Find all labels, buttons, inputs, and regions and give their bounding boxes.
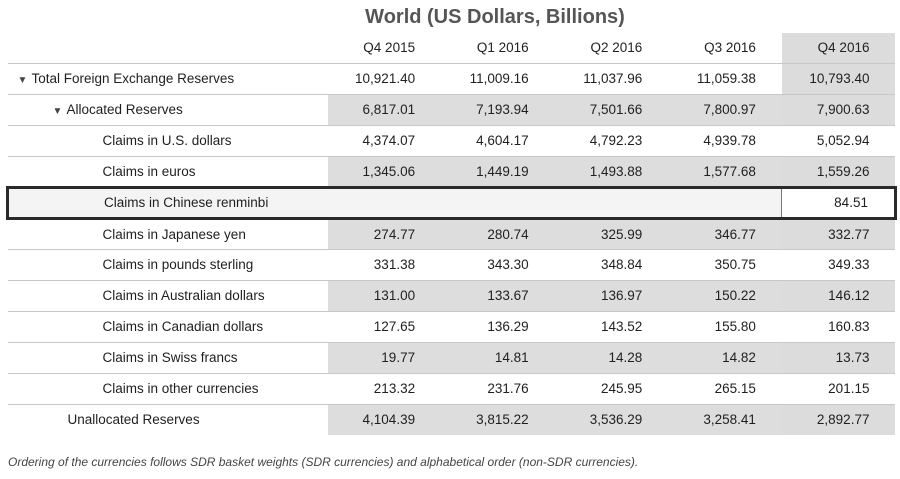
table-row: Claims in Australian dollars 131.00 133.… bbox=[7, 279, 896, 311]
table-cell: 325.99 bbox=[554, 218, 669, 249]
row-label: Claims in euros bbox=[7, 155, 328, 187]
row-label: Claims in Swiss francs bbox=[7, 341, 328, 373]
table-cell: 4,374.07 bbox=[327, 124, 442, 156]
row-label: Claims in Chinese renminbi bbox=[6, 185, 328, 220]
table-cell: 14.81 bbox=[441, 341, 555, 373]
table-cell: 11,059.38 bbox=[668, 62, 782, 94]
table-cell: 231.76 bbox=[441, 372, 555, 404]
table-row: Claims in U.S. dollars 4,374.07 4,604.17… bbox=[7, 124, 896, 156]
table-cell: 150.22 bbox=[668, 279, 782, 311]
row-label: Claims in U.S. dollars bbox=[7, 124, 328, 156]
table-cell: 160.83 bbox=[781, 310, 896, 342]
header-row: Q4 2015 Q1 2016 Q2 2016 Q3 2016 Q4 2016 bbox=[8, 33, 896, 63]
table-cell bbox=[441, 185, 555, 220]
table-cell: 1,493.88 bbox=[554, 155, 669, 187]
table-cell: 3,815.22 bbox=[441, 403, 555, 435]
column-header: Q1 2016 bbox=[476, 40, 529, 56]
table-cell: 349.33 bbox=[781, 248, 896, 280]
table-row: ▼ Total Foreign Exchange Reserves 10,921.… bbox=[7, 62, 896, 94]
row-label: Claims in Japanese yen bbox=[102, 226, 246, 242]
table-cell: 343.30 bbox=[441, 248, 555, 280]
table-cell: 348.84 bbox=[554, 248, 669, 280]
table-cell: 1,345.06 bbox=[327, 155, 442, 187]
table-cell: 19.77 bbox=[327, 341, 442, 373]
table-cell: 136.97 bbox=[554, 279, 669, 311]
table-cell bbox=[327, 185, 442, 220]
table-cell: 7,900.63 bbox=[781, 93, 896, 125]
column-header: Q4 2016 bbox=[781, 33, 896, 63]
table-cell: 4,792.23 bbox=[554, 124, 669, 156]
table-cell: 4,939.78 bbox=[668, 124, 782, 156]
table-row: Claims in Swiss francs 19.77 14.81 14.28… bbox=[7, 341, 896, 373]
table-cell: 213.32 bbox=[327, 372, 442, 404]
table-cell: 143.52 bbox=[554, 310, 669, 342]
table-cell: 2,892.77 bbox=[781, 403, 896, 435]
table-cell: 14.28 bbox=[554, 341, 669, 373]
table-cell: 146.12 bbox=[781, 279, 896, 311]
table-row: Claims in pounds sterling 331.38 343.30 … bbox=[7, 248, 896, 280]
table-cell: 13.73 bbox=[781, 341, 896, 373]
table-cell: 7,193.94 bbox=[441, 93, 555, 125]
row-label[interactable]: ▼ Allocated Reserves bbox=[7, 93, 328, 125]
table-cell: 274.77 bbox=[327, 218, 442, 249]
table-cell: 280.74 bbox=[441, 218, 555, 249]
table-cell: 11,037.96 bbox=[554, 62, 669, 94]
chevron-down-icon[interactable]: ▼ bbox=[52, 106, 63, 117]
header-label-cell bbox=[8, 33, 328, 63]
row-label: Claims in Australian dollars bbox=[7, 279, 328, 311]
table-cell: 7,501.66 bbox=[554, 93, 669, 125]
row-label: Claims in other currencies bbox=[7, 372, 328, 404]
table-row: ▼ Allocated Reserves 6,817.01 7,193.94 7,… bbox=[7, 93, 896, 125]
table-row: Unallocated Reserves 4,104.39 3,815.22 3… bbox=[7, 403, 896, 435]
table-cell: 7,800.97 bbox=[668, 93, 782, 125]
table-cell: 133.67 bbox=[441, 279, 555, 311]
table-row: Claims in euros 1,345.06 1,449.19 1,493.… bbox=[7, 155, 896, 187]
table-cell: 127.65 bbox=[327, 310, 442, 342]
table-cell: 350.75 bbox=[668, 248, 782, 280]
row-label: Claims in Canadian dollars bbox=[7, 310, 328, 342]
table-cell: 6,817.01 bbox=[327, 93, 442, 125]
table-cell: 4,604.17 bbox=[441, 124, 555, 156]
table-cell bbox=[554, 185, 669, 220]
table-cell: 136.29 bbox=[441, 310, 555, 342]
table-cell: 10,793.40 bbox=[781, 62, 896, 94]
reserves-table: Q4 2015 Q1 2016 Q2 2016 Q3 2016 Q4 2016 … bbox=[6, 33, 897, 435]
footnote: Ordering of the currencies follows SDR b… bbox=[8, 455, 639, 469]
table-cell: 1,449.19 bbox=[441, 155, 555, 187]
chevron-down-icon[interactable]: ▼ bbox=[17, 75, 28, 86]
table-cell: 155.80 bbox=[668, 310, 782, 342]
table-cell: 346.77 bbox=[668, 218, 782, 249]
table-cell bbox=[668, 185, 782, 220]
table-cell: 1,577.68 bbox=[668, 155, 782, 187]
table-cell: 84.51 bbox=[781, 185, 897, 220]
row-label: Claims in pounds sterling bbox=[7, 248, 328, 280]
table-cell: 131.00 bbox=[327, 279, 442, 311]
table-cell: 332.77 bbox=[781, 218, 896, 249]
table-cell: 245.95 bbox=[554, 372, 669, 404]
table-cell: 1,559.26 bbox=[781, 155, 896, 187]
table-row-highlighted: Claims in Chinese renminbi 84.51 bbox=[6, 185, 897, 220]
table-row: Claims in Japanese yen 274.77 280.74 325… bbox=[8, 218, 896, 249]
table-cell: 201.15 bbox=[781, 372, 896, 404]
column-header: Q2 2016 bbox=[590, 40, 643, 56]
table-cell: 3,536.29 bbox=[554, 403, 669, 435]
column-header: Q3 2016 bbox=[704, 40, 756, 56]
table-cell: 11,009.16 bbox=[441, 62, 555, 94]
table-cell: 10,921.40 bbox=[327, 62, 442, 94]
table-row: Claims in Canadian dollars 127.65 136.29… bbox=[7, 310, 896, 342]
column-header: Q4 2015 bbox=[363, 40, 416, 56]
row-label[interactable]: ▼ Total Foreign Exchange Reserves bbox=[7, 62, 328, 94]
table-cell: 4,104.39 bbox=[327, 403, 442, 435]
table-cell: 14.82 bbox=[668, 341, 782, 373]
table-row: Claims in other currencies 213.32 231.76… bbox=[7, 372, 896, 404]
table-cell: 265.15 bbox=[668, 372, 782, 404]
table-title: World (US Dollars, Billions) bbox=[365, 6, 625, 28]
table-cell: 5,052.94 bbox=[781, 124, 896, 156]
table-cell: 331.38 bbox=[327, 248, 442, 280]
table-cell: 3,258.41 bbox=[668, 403, 782, 435]
row-label: Unallocated Reserves bbox=[7, 403, 328, 435]
